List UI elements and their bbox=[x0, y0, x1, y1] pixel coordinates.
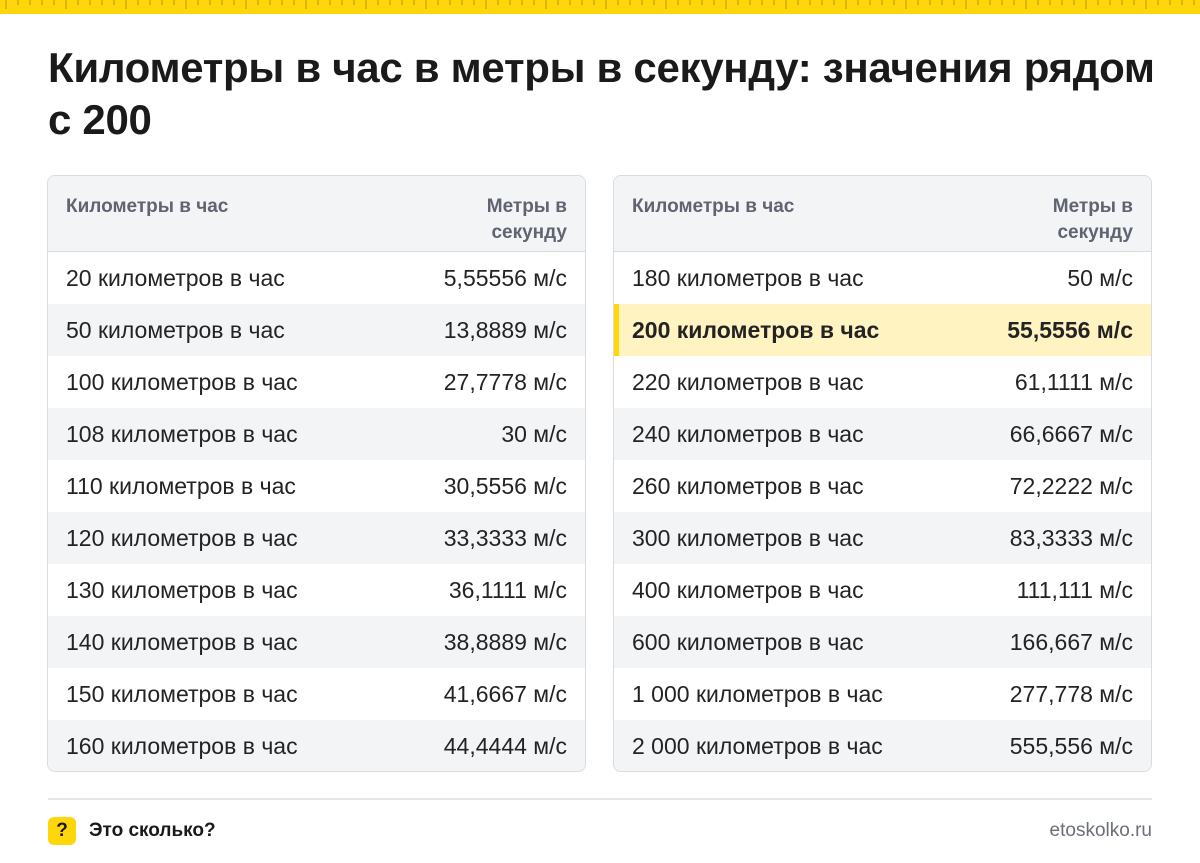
table-row: 240 километров в час 66,6667 м/с bbox=[614, 408, 1151, 460]
table-row: 110 километров в час 30,5556 м/с bbox=[48, 460, 585, 512]
table-body: 180 километров в час 50 м/с 200 километров… bbox=[614, 252, 1151, 771]
question-mark-icon: ? bbox=[48, 817, 76, 845]
ruler-decoration bbox=[0, 0, 1200, 14]
footer-divider bbox=[48, 798, 1152, 800]
table-row: 160 километров в час 44,4444 м/с bbox=[48, 720, 585, 771]
cell-kmh: 600 километров в час bbox=[632, 628, 864, 655]
cell-kmh: 100 километров в час bbox=[66, 368, 298, 395]
table-row: 100 километров в час 27,7778 м/с bbox=[48, 356, 585, 408]
table-row-highlighted: 200 километров в час 55,5556 м/с bbox=[614, 304, 1151, 356]
cell-kmh: 120 километров в час bbox=[66, 524, 298, 551]
page-title: Километры в час в метры в секунду: значе… bbox=[48, 44, 1155, 143]
table-row: 120 километров в час 33,3333 м/с bbox=[48, 512, 585, 564]
cell-ms: 166,667 м/с bbox=[1009, 628, 1133, 655]
cell-ms: 277,778 м/с bbox=[1009, 680, 1133, 707]
cell-ms: 72,2222 м/с bbox=[1009, 472, 1133, 499]
cell-ms: 55,5556 м/с bbox=[1007, 316, 1133, 343]
brand-name: Это сколько? bbox=[89, 820, 216, 841]
cell-kmh: 2 000 километров в час bbox=[632, 732, 883, 759]
cell-ms: 66,6667 м/с bbox=[1009, 420, 1133, 447]
table-row: 150 километров в час 41,6667 м/с bbox=[48, 668, 585, 720]
table-row: 180 километров в час 50 м/с bbox=[614, 252, 1151, 304]
table-row: 2 000 километров в час 555,556 м/с bbox=[614, 720, 1151, 771]
cell-kmh: 260 километров в час bbox=[632, 472, 864, 499]
table-header: Километры в час Метры в секунду bbox=[614, 176, 1151, 252]
cell-ms: 38,8889 м/с bbox=[443, 628, 567, 655]
cell-ms: 61,1111 м/с bbox=[1014, 368, 1133, 395]
table-row: 220 километров в час 61,1111 м/с bbox=[614, 356, 1151, 408]
cell-kmh: 1 000 километров в час bbox=[632, 680, 883, 707]
table-body: 20 километров в час 5,55556 м/с 50 километ… bbox=[48, 252, 585, 771]
table-header: Километры в час Метры в секунду bbox=[48, 176, 585, 252]
cell-kmh: 200 километров в час bbox=[632, 316, 880, 343]
table-row: 600 километров в час 166,667 м/с bbox=[614, 616, 1151, 668]
conversion-table-left: Километры в час Метры в секунду 20 килом… bbox=[47, 175, 586, 772]
cell-kmh: 300 километров в час bbox=[632, 524, 864, 551]
cell-ms: 30 м/с bbox=[501, 420, 567, 447]
cell-ms: 83,3333 м/с bbox=[1009, 524, 1133, 551]
cell-ms: 27,7778 м/с bbox=[443, 368, 567, 395]
cell-ms: 13,8889 м/с bbox=[443, 316, 567, 343]
cell-ms: 30,5556 м/с bbox=[443, 472, 567, 499]
cell-ms: 50 м/с bbox=[1067, 264, 1133, 291]
table-row: 1 000 километров в час 277,778 м/с bbox=[614, 668, 1151, 720]
cell-kmh: 110 километров в час bbox=[66, 472, 296, 499]
header-kmh: Километры в час bbox=[632, 196, 795, 217]
table-row: 260 километров в час 72,2222 м/с bbox=[614, 460, 1151, 512]
table-row: 130 километров в час 36,1111 м/с bbox=[48, 564, 585, 616]
cell-ms: 555,556 м/с bbox=[1009, 732, 1133, 759]
cell-kmh: 140 километров в час bbox=[66, 628, 298, 655]
table-row: 140 километров в час 38,8889 м/с bbox=[48, 616, 585, 668]
conversion-table-right: Километры в час Метры в секунду 180 кило… bbox=[613, 175, 1152, 772]
header-ms: Метры в секунду bbox=[486, 196, 567, 243]
table-row: 108 километров в час 30 м/с bbox=[48, 408, 585, 460]
ruler-ticks bbox=[5, 0, 1195, 9]
cell-kmh: 180 километров в час bbox=[632, 264, 864, 291]
table-row: 300 километров в час 83,3333 м/с bbox=[614, 512, 1151, 564]
table-row: 20 километров в час 5,55556 м/с bbox=[48, 252, 585, 304]
cell-ms: 36,1111 м/с bbox=[448, 576, 567, 603]
cell-kmh: 50 километров в час bbox=[66, 316, 285, 343]
header-ms: Метры в секунду bbox=[1052, 196, 1133, 243]
cell-ms: 33,3333 м/с bbox=[443, 524, 567, 551]
cell-kmh: 150 километров в час bbox=[66, 680, 298, 707]
cell-kmh: 220 километров в час bbox=[632, 368, 864, 395]
header-kmh: Километры в час bbox=[66, 196, 229, 217]
cell-ms: 44,4444 м/с bbox=[443, 732, 567, 759]
cell-kmh: 20 километров в час bbox=[66, 264, 285, 291]
table-row: 400 километров в час 111,111 м/с bbox=[614, 564, 1151, 616]
cell-kmh: 400 километров в час bbox=[632, 576, 864, 603]
cell-ms: 5,55556 м/с bbox=[443, 264, 567, 291]
site-link[interactable]: etoskolko.ru bbox=[1049, 820, 1152, 841]
cell-kmh: 160 километров в час bbox=[66, 732, 298, 759]
cell-kmh: 130 километров в час bbox=[66, 576, 298, 603]
cell-ms: 111,111 м/с bbox=[1016, 576, 1133, 603]
cell-kmh: 240 километров в час bbox=[632, 420, 864, 447]
cell-ms: 41,6667 м/с bbox=[443, 680, 567, 707]
cell-kmh: 108 километров в час bbox=[66, 420, 298, 447]
table-row: 50 километров в час 13,8889 м/с bbox=[48, 304, 585, 356]
